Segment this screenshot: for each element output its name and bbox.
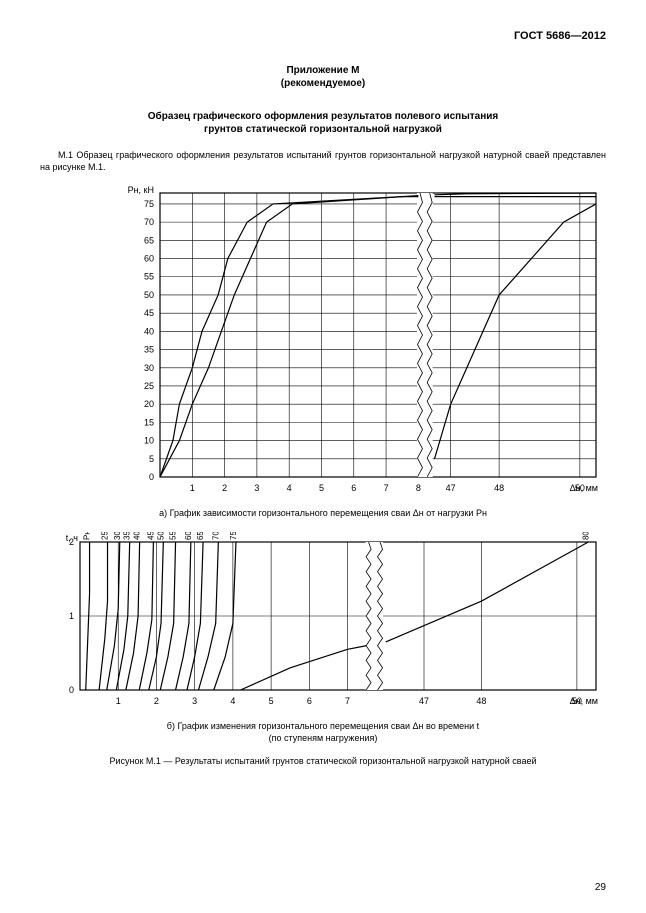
doc-identifier: ГОСТ 5686—2012 [40,30,606,42]
svg-text:60: 60 [184,532,193,540]
svg-text:4: 4 [287,483,292,493]
chart-b: 0121234567474850t, чΔн, ммPн = 5 кН25303… [40,532,606,715]
svg-text:65: 65 [144,236,154,246]
svg-text:50: 50 [144,290,154,300]
svg-text:5: 5 [149,454,154,464]
svg-text:1: 1 [190,483,195,493]
svg-text:75: 75 [229,532,238,540]
svg-text:55: 55 [169,532,178,540]
svg-text:1: 1 [116,696,121,706]
svg-text:7: 7 [345,696,350,706]
section-title: Образец графического оформления результа… [93,110,553,136]
section-title-line2: грунтов статической горизонтальной нагру… [93,123,553,136]
svg-text:4: 4 [230,696,235,706]
svg-text:35: 35 [123,532,132,540]
svg-text:70: 70 [211,532,220,540]
svg-text:20: 20 [144,400,154,410]
svg-text:25: 25 [101,532,110,540]
svg-text:30: 30 [144,363,154,373]
svg-text:70: 70 [144,218,154,228]
caption-b: б) График изменения горизонтального пере… [40,721,606,744]
svg-text:6: 6 [307,696,312,706]
svg-text:t, ч: t, ч [66,533,79,543]
chart-a: 1234567847485005101520253035404550556065… [40,183,606,502]
svg-text:48: 48 [494,483,504,493]
svg-text:Pн = 5 кН: Pн = 5 кН [83,532,92,540]
svg-text:2: 2 [222,483,227,493]
svg-text:40: 40 [144,327,154,337]
page-number: 29 [595,882,606,893]
svg-text:1: 1 [69,611,74,621]
caption-a: а) График зависимости горизонтального пе… [40,508,606,520]
svg-text:45: 45 [144,309,154,319]
svg-text:5: 5 [269,696,274,706]
svg-text:60: 60 [144,254,154,264]
appendix-kind: (рекомендуемое) [40,77,606,90]
figure-caption: Рисунок М.1 — Результаты испытаний грунт… [40,756,606,766]
svg-text:Pн, кН: Pн, кН [128,185,154,195]
svg-text:3: 3 [192,696,197,706]
svg-text:0: 0 [69,685,74,695]
svg-text:80: 80 [581,532,590,540]
svg-text:40: 40 [133,532,142,540]
svg-text:Δн, мм: Δн, мм [570,696,598,706]
appendix-label: Приложение М [40,64,606,77]
svg-text:47: 47 [419,696,429,706]
svg-text:30: 30 [113,532,122,540]
svg-text:0: 0 [149,472,154,482]
svg-text:35: 35 [144,345,154,355]
svg-text:15: 15 [144,418,154,428]
body-paragraph: М.1 Образец графического оформления резу… [40,150,606,173]
svg-text:2: 2 [154,696,159,706]
page: ГОСТ 5686—2012 Приложение М (рекомендуем… [0,0,646,913]
svg-text:8: 8 [416,483,421,493]
svg-text:47: 47 [446,483,456,493]
section-title-line1: Образец графического оформления результа… [93,110,553,123]
svg-text:25: 25 [144,381,154,391]
svg-text:Δн, мм: Δн, мм [570,483,598,493]
svg-text:6: 6 [351,483,356,493]
svg-text:45: 45 [146,532,155,540]
svg-text:5: 5 [319,483,324,493]
svg-text:10: 10 [144,436,154,446]
svg-text:50: 50 [156,532,165,540]
svg-text:48: 48 [476,696,486,706]
svg-text:75: 75 [144,199,154,209]
svg-text:3: 3 [254,483,259,493]
svg-text:65: 65 [196,532,205,540]
svg-text:7: 7 [384,483,389,493]
appendix-heading: Приложение М (рекомендуемое) [40,64,606,90]
svg-text:55: 55 [144,272,154,282]
